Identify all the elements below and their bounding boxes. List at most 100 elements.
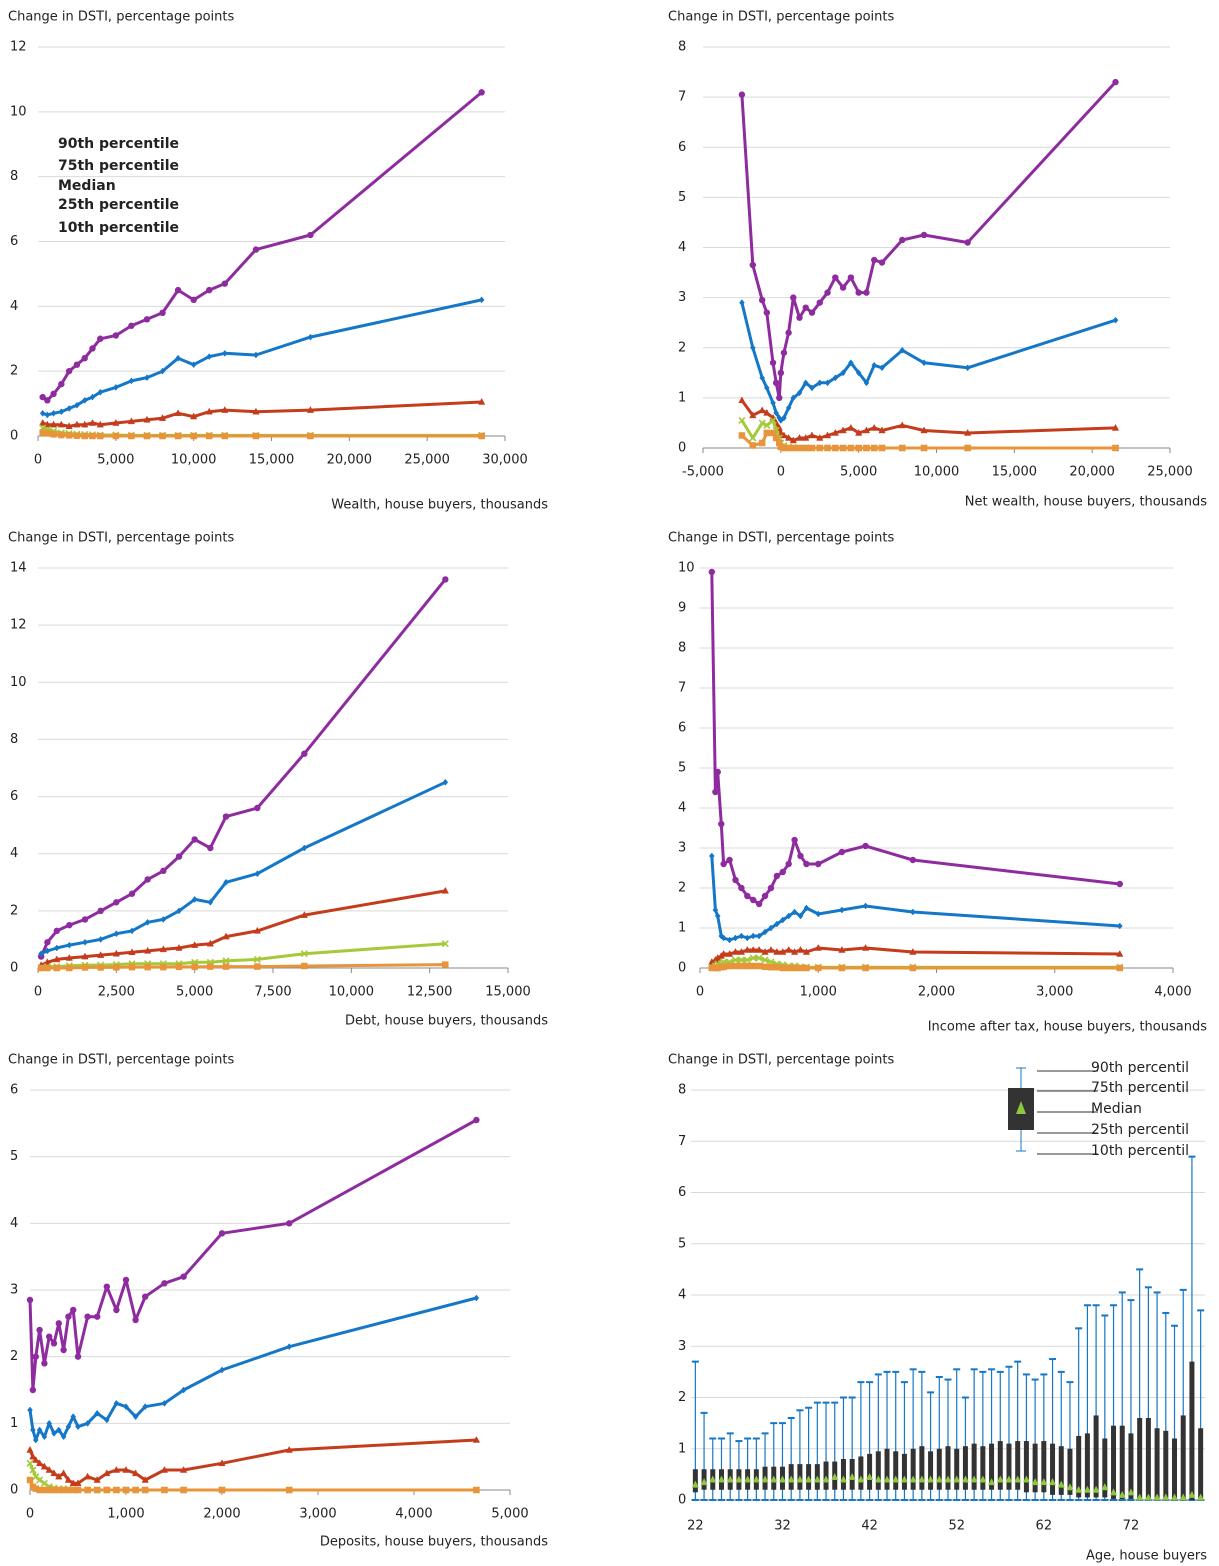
marker	[478, 296, 485, 304]
box	[1076, 1435, 1082, 1498]
marker	[174, 409, 182, 417]
marker	[128, 377, 135, 385]
x-tick-label: 32	[774, 1519, 791, 1534]
median-marker	[744, 1475, 752, 1483]
marker	[863, 379, 870, 387]
marker	[253, 926, 261, 934]
marker	[473, 1486, 480, 1494]
marker	[122, 1465, 130, 1473]
marker	[161, 1486, 168, 1494]
marker	[920, 426, 928, 434]
marker	[720, 963, 727, 971]
box	[1189, 1361, 1195, 1500]
marker	[767, 963, 775, 971]
marker	[44, 939, 51, 946]
marker	[920, 444, 928, 452]
x-tick-label: 15,000	[249, 453, 295, 468]
marker	[796, 444, 803, 452]
marker	[755, 962, 763, 970]
marker	[73, 420, 81, 428]
marker	[285, 1486, 293, 1494]
x-tick-label: 4,000	[395, 1507, 432, 1522]
box	[1163, 1430, 1169, 1500]
marker	[738, 932, 745, 940]
marker	[750, 896, 757, 904]
marker	[113, 964, 120, 971]
marker	[909, 964, 917, 972]
median-marker	[944, 1475, 952, 1483]
x-tick-label: -5,000	[682, 465, 724, 480]
median-marker	[988, 1478, 996, 1486]
y-tick-label: 3	[678, 290, 686, 305]
marker	[74, 1479, 82, 1487]
median-marker	[979, 1475, 987, 1483]
marker	[206, 939, 214, 947]
marker	[50, 1469, 58, 1477]
marker	[81, 355, 88, 362]
marker	[252, 407, 260, 415]
box	[884, 1448, 890, 1490]
marker	[815, 964, 822, 972]
x-tick-label: 12,500	[407, 985, 453, 1000]
median-marker	[874, 1475, 882, 1483]
box	[1015, 1441, 1021, 1490]
y-tick-label: 5	[678, 1236, 686, 1251]
marker	[726, 856, 733, 864]
marker	[744, 892, 751, 900]
marker	[478, 432, 485, 440]
x-tick-label: 0	[777, 465, 785, 480]
marker	[73, 361, 81, 368]
marker	[254, 804, 261, 812]
marker	[191, 963, 198, 971]
marker	[122, 1486, 130, 1494]
marker	[190, 432, 197, 440]
marker	[1116, 964, 1124, 972]
median-marker	[761, 1475, 769, 1483]
marker	[254, 963, 261, 970]
marker	[84, 1419, 91, 1427]
box	[1050, 1443, 1056, 1495]
y-tick-label: 2	[678, 881, 686, 896]
box	[1032, 1443, 1038, 1493]
marker	[797, 964, 804, 972]
marker	[74, 1486, 82, 1494]
legend-entry: Median	[58, 178, 116, 194]
marker	[909, 947, 917, 955]
marker	[26, 1445, 34, 1453]
marker	[1111, 423, 1120, 431]
marker	[113, 899, 120, 906]
marker	[190, 296, 197, 304]
y-tick-label: 6	[678, 140, 686, 155]
marker	[73, 432, 81, 439]
marker	[802, 433, 810, 441]
y-tick-label: 4	[10, 846, 18, 861]
x-tick-label: 15,000	[485, 985, 531, 1000]
marker	[738, 962, 745, 970]
marker	[174, 286, 182, 294]
box	[867, 1453, 873, 1490]
series-line	[42, 298, 482, 417]
marker	[306, 406, 315, 413]
y-tick-label: 1	[678, 1441, 686, 1456]
marker	[732, 962, 739, 970]
marker	[855, 428, 863, 436]
y-tick-label: 8	[678, 641, 686, 656]
y-tick-label: 6	[10, 1083, 18, 1098]
marker	[720, 949, 728, 957]
marker	[808, 444, 816, 452]
box	[1154, 1428, 1160, 1500]
marker	[848, 359, 854, 367]
marker	[159, 945, 167, 953]
marker	[128, 963, 136, 971]
marker	[29, 1452, 37, 1460]
marker	[802, 304, 809, 311]
x-tick-label: 0	[696, 985, 704, 1000]
marker	[143, 316, 151, 323]
x-tick-label: 7,500	[254, 985, 291, 1000]
marker	[36, 1426, 43, 1434]
marker	[50, 1340, 58, 1347]
y-tick-label: 6	[10, 234, 18, 249]
marker	[899, 444, 906, 452]
x-tick-label: 2,000	[203, 1507, 240, 1522]
marker	[838, 848, 846, 856]
